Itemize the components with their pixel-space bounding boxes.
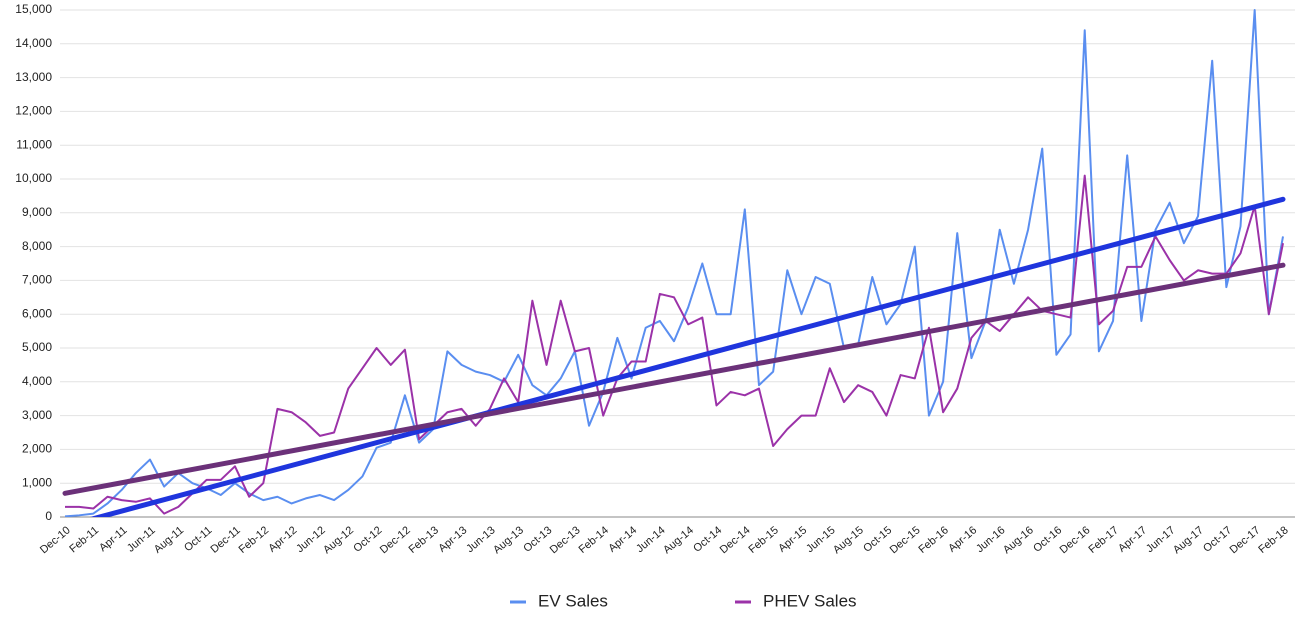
x-tick-label: Apr-15 — [776, 524, 809, 554]
x-tick-label: Feb-14 — [577, 524, 611, 556]
trend-line — [62, 262, 1286, 496]
y-tick-label: 5,000 — [22, 340, 52, 354]
y-tick-label: 1,000 — [22, 475, 52, 489]
x-tick-label: Aug-14 — [661, 524, 696, 556]
x-tick-label: Aug-17 — [1171, 524, 1206, 556]
y-tick-label: 10,000 — [15, 171, 52, 185]
y-tick-label: 15,000 — [15, 2, 52, 16]
x-tick-label: Feb-13 — [407, 524, 441, 556]
y-tick-label: 8,000 — [22, 239, 52, 253]
x-tick-label: Feb-17 — [1086, 524, 1120, 556]
y-tick-label: 14,000 — [15, 36, 52, 50]
x-tick-label: Jun-11 — [125, 524, 158, 554]
x-tick-label: Aug-16 — [1001, 524, 1036, 556]
x-tick-label: Dec-12 — [378, 524, 413, 556]
x-tick-label: Apr-11 — [97, 524, 129, 554]
x-tick-label: Dec-13 — [548, 524, 583, 556]
x-tick-label: Aug-12 — [321, 524, 356, 556]
y-tick-label: 12,000 — [15, 104, 52, 118]
x-tick-label: Dec-11 — [208, 524, 242, 555]
x-tick-label: Dec-10 — [38, 524, 73, 556]
legend-label: PHEV Sales — [763, 591, 857, 610]
plot-area — [62, 9, 1286, 517]
y-tick-label: 7,000 — [22, 273, 52, 287]
y-tick-label: 11,000 — [16, 137, 52, 151]
x-tick-label: Feb-11 — [67, 524, 101, 555]
x-tick-label: Oct-11 — [182, 524, 214, 554]
y-tick-label: 2,000 — [22, 442, 52, 456]
x-tick-label: Apr-16 — [946, 524, 979, 554]
x-tick-label: Dec-14 — [718, 524, 753, 556]
x-tick-label: Feb-15 — [747, 524, 781, 556]
y-tick-label: 9,000 — [22, 205, 52, 219]
x-tick-label: Aug-13 — [491, 524, 526, 556]
y-tick-label: 4,000 — [22, 374, 52, 388]
x-tick-label: Dec-17 — [1228, 524, 1263, 556]
x-tick-label: Apr-13 — [436, 524, 469, 554]
y-tick-label: 3,000 — [22, 408, 52, 422]
x-tick-label: Feb-16 — [916, 524, 950, 556]
y-tick-label: 6,000 — [22, 306, 52, 320]
x-tick-label: Feb-12 — [237, 524, 271, 556]
x-tick-label: Aug-11 — [152, 524, 186, 555]
x-tick-label: Apr-12 — [266, 524, 299, 554]
legend-label: EV Sales — [538, 591, 608, 610]
x-tick-label: Feb-18 — [1256, 524, 1290, 556]
trend-line — [89, 196, 1286, 517]
y-tick-label: 13,000 — [15, 70, 52, 84]
x-tick-label: Apr-17 — [1116, 524, 1149, 554]
y-tick-label: 0 — [45, 509, 52, 523]
x-tick-label: Aug-15 — [831, 524, 866, 556]
x-tick-label: Apr-14 — [606, 524, 639, 554]
x-tick-label: Dec-15 — [888, 524, 923, 556]
series-line — [65, 174, 1284, 515]
series-line — [64, 9, 1284, 517]
x-tick-label: Dec-16 — [1058, 524, 1093, 556]
